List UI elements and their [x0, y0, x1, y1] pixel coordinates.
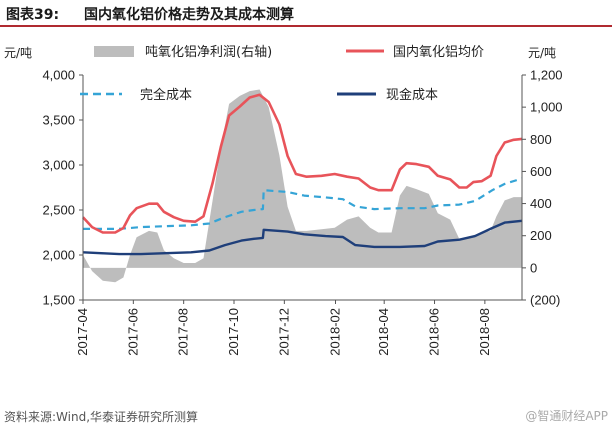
- legend-label-full-cost: 完全成本: [140, 87, 192, 103]
- left-axis-tick-label: 4,000: [42, 68, 75, 83]
- title-divider: [0, 25, 612, 27]
- series-line-cash-cost: [82, 219, 523, 256]
- x-axis-tick-label: 2017-10: [226, 308, 241, 356]
- right-axis-tick-label: 800: [530, 132, 552, 147]
- x-axis-tick-label: 2017-06: [125, 308, 140, 356]
- x-axis-tick-label: 2017-04: [75, 308, 90, 356]
- x-axis-tick-label: 2017-12: [276, 308, 291, 356]
- left-axis-tick-label: 3,500: [42, 113, 75, 128]
- left-axis-unit: 元/吨: [4, 46, 32, 60]
- x-axis-tick-label: 2018-02: [328, 308, 343, 356]
- legend-label-profit: 吨氧化铝净利润(右轴): [145, 45, 272, 60]
- left-axis-tick-label: 2,000: [42, 248, 75, 263]
- right-axis-tick-label: 1,200: [530, 68, 563, 83]
- watermark: @智通财经APP: [525, 409, 608, 423]
- series-line-full-cost: [83, 177, 523, 230]
- right-axis-tick-label: 400: [530, 196, 552, 211]
- source-note: 资料来源:Wind,华泰证券研究所测算: [4, 410, 199, 424]
- x-axis-tick-label: 2018-06: [427, 308, 442, 356]
- x-axis-tick-label: 2018-08: [477, 308, 492, 356]
- chart-canvas: 元/吨 元/吨 4,000 3,500 3,000 2,500 2,000 1,500 1,…: [4, 44, 563, 356]
- series-line-price: [82, 93, 523, 234]
- figure-header: 图表39: 国内氧化铝价格走势及其成本测算: [0, 0, 612, 26]
- left-axis-tick-label: 2,500: [42, 203, 75, 218]
- right-axis-tick-label: 600: [530, 164, 552, 179]
- x-axis-tick-label: 2018-04: [376, 308, 391, 356]
- chart-title: 国内氧化铝价格走势及其成本测算: [84, 7, 294, 23]
- figure-number: 图表39:: [6, 7, 60, 23]
- right-axis-tick-label: 200: [530, 228, 552, 243]
- series-area-profit: [83, 89, 522, 283]
- left-axis-tick-label: 3,000: [42, 158, 75, 173]
- right-axis-tick-label: (200): [530, 293, 560, 308]
- right-axis-tick-label: 1,000: [530, 100, 563, 115]
- legend-label-cash-cost: 现金成本: [386, 87, 438, 103]
- right-axis-tick-label: 0: [530, 260, 537, 275]
- x-axis-tick-label: 2017-08: [176, 308, 191, 356]
- left-axis-tick-label: 1,500: [42, 293, 75, 308]
- right-axis-unit: 元/吨: [528, 46, 556, 60]
- legend-swatch-profit: [94, 46, 134, 57]
- legend-label-price: 国内氧化铝均价: [393, 44, 484, 60]
